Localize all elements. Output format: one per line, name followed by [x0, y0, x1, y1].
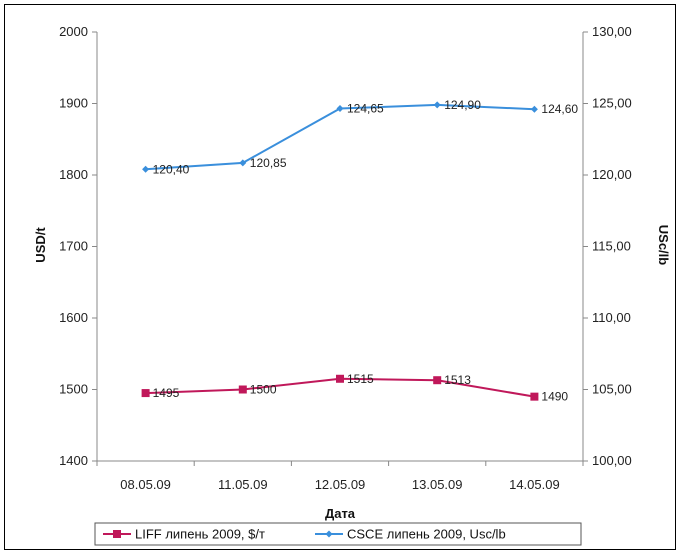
data-point: [433, 101, 441, 109]
axes: 1400 1500 1600 1700 1800 1900 2000 100,00 105,00…: [59, 24, 632, 492]
legend-marker: [325, 530, 333, 538]
x-tick-label: 08.05.09: [120, 477, 171, 492]
legend-label: CSCE липень 2009, Usc/lb: [347, 527, 506, 542]
y-right-tick-label: 130,00: [592, 24, 632, 39]
data-point: [433, 376, 442, 385]
dual-axis-line-chart: 1400 1500 1600 1700 1800 1900 2000 100,00 105,00…: [33, 24, 671, 546]
data-label: 1500: [250, 383, 277, 397]
legend-marker: [113, 530, 121, 538]
y-left-tick-label: 1500: [59, 382, 88, 397]
data-point: [336, 105, 344, 113]
x-tick-label: 11.05.09: [218, 477, 268, 492]
data-point: [142, 165, 150, 173]
data-label: 124,65: [347, 102, 384, 116]
data-point: [238, 385, 247, 394]
data-label: 120,85: [250, 156, 287, 170]
data-point: [141, 389, 150, 398]
data-point: [530, 392, 539, 401]
y-right-tick-label: 120,00: [592, 167, 632, 182]
x-tick-label: 12.05.09: [315, 477, 366, 492]
y-left-tick-label: 1400: [59, 453, 88, 468]
series-layer: 1495 1500 1515 1513 1490 120,40 120,85 124,65 12…: [141, 98, 578, 404]
legend: LIFF липень 2009, $/т CSCE липень 2009, U…: [94, 522, 582, 546]
chart-frame: 1400 1500 1600 1700 1800 1900 2000 100,00 105,00…: [4, 4, 676, 550]
data-label: 124,90: [444, 98, 481, 112]
data-label: 124,60: [541, 102, 578, 116]
y-right-tick-label: 105,00: [592, 382, 632, 397]
y-right-tick-label: 110,00: [592, 310, 631, 325]
x-tick-label: 14.05.09: [509, 477, 560, 492]
data-label: 1515: [347, 372, 374, 386]
y-axis-left-title: USD/t: [33, 227, 48, 263]
y-left-tick-label: 1700: [59, 239, 88, 254]
legend-label: LIFF липень 2009, $/т: [135, 527, 265, 542]
data-label: 1495: [153, 386, 180, 400]
y-left-tick-label: 1900: [59, 96, 88, 111]
data-label: 1513: [444, 373, 471, 387]
y-left-tick-label: 1800: [59, 167, 88, 182]
series-line: [145, 103, 535, 171]
data-point: [530, 105, 538, 113]
data-label: 120,40: [153, 162, 190, 176]
data-point: [336, 374, 344, 383]
x-axis-title: Дата: [325, 506, 356, 521]
y-right-tick-label: 100,00: [592, 453, 632, 468]
y-axis-right-title: USc/lb: [656, 225, 671, 266]
y-left-tick-label: 2000: [59, 24, 88, 39]
y-left-tick-label: 1600: [59, 310, 88, 325]
x-tick-label: 13.05.09: [412, 477, 463, 492]
data-point: [239, 159, 247, 167]
y-right-tick-label: 125,00: [592, 96, 632, 111]
y-right-tick-label: 115,00: [592, 239, 631, 254]
data-label: 1490: [541, 390, 568, 404]
